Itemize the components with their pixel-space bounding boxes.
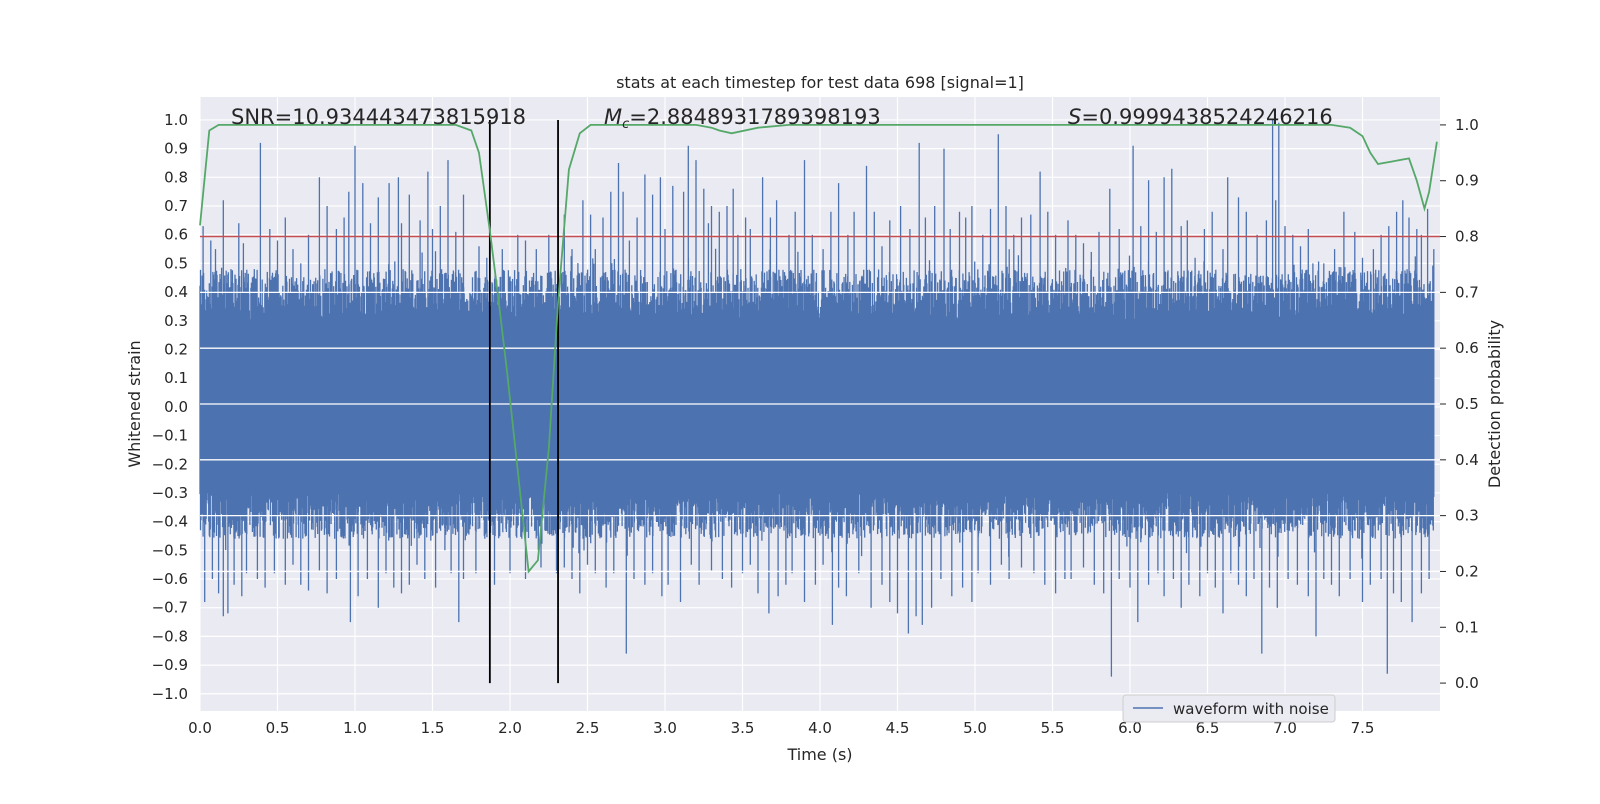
score-annotation: S=0.9999438524246216	[1068, 105, 1333, 129]
legend: waveform with noise	[1122, 694, 1336, 723]
x-tick-label: 2.5	[576, 719, 600, 737]
y-tick-label: −0.2	[152, 455, 188, 473]
snr-annotation: SNR=10.934443473815918	[231, 105, 526, 129]
y2-tick-label: 0.6	[1455, 339, 1479, 357]
x-axis-ticks: 0.0 0.5 1.0 1.5 2.0 2.5 3.0 3.5 4.0 4.5 5.0 5.5 6.0 6…	[188, 719, 1374, 737]
y-tick-label: −0.6	[152, 570, 188, 588]
legend-box	[1122, 694, 1336, 723]
x-tick-label: 4.5	[886, 719, 910, 737]
x-tick-label: 7.0	[1273, 719, 1297, 737]
x-tick-label: 3.0	[653, 719, 677, 737]
y-tick-label: −0.1	[152, 427, 188, 445]
chart-title: stats at each timestep for test data 698…	[616, 73, 1024, 92]
x-tick-label: 3.5	[731, 719, 755, 737]
y-tick-label: −0.4	[152, 513, 188, 531]
y2-tick-label: 0.9	[1455, 172, 1479, 190]
y2-tick-label: 0.8	[1455, 228, 1479, 246]
y-tick-label: −0.9	[152, 656, 188, 674]
x-tick-label: 5.0	[963, 719, 987, 737]
y2-axis-label: Detection probability	[1485, 320, 1504, 488]
y-tick-label: 0.9	[164, 140, 188, 158]
x-tick-label: 0.0	[188, 719, 212, 737]
x-axis-label: Time (s)	[786, 745, 852, 764]
y2-tick-label: 0.2	[1455, 562, 1479, 580]
y-tick-label: −0.5	[152, 541, 188, 559]
chirp-mass-symbol: M	[604, 105, 622, 129]
y2-tick-label: 1.0	[1455, 116, 1479, 134]
score-value: =0.9999438524246216	[1081, 105, 1332, 129]
y2-tick-label: 0.5	[1455, 395, 1479, 413]
y-axis-label: Whitened strain	[125, 340, 144, 467]
y2-tick-label: 0.1	[1455, 618, 1479, 636]
y-tick-label: 0.7	[164, 197, 188, 215]
x-tick-label: 2.0	[498, 719, 522, 737]
score-symbol: S	[1068, 105, 1081, 129]
probability-series	[199, 119, 1440, 684]
y-tick-label: 0.6	[164, 226, 188, 244]
y-tick-label: 1.0	[164, 111, 188, 129]
waveform-series	[199, 120, 1440, 677]
y-tick-label: −0.7	[152, 599, 188, 617]
y-tick-label: 0.2	[164, 340, 188, 358]
y-tick-label: −1.0	[152, 685, 188, 703]
waveform-line	[199, 120, 1435, 677]
y-axis-ticks: −1.0 −0.9 −0.8 −0.7 −0.6 −0.5 −0.4 −0.3 −0.2 −0.1…	[152, 111, 188, 703]
y-tick-label: 0.1	[164, 369, 188, 387]
x-tick-label: 1.0	[343, 719, 367, 737]
y2-tick-label: 0.7	[1455, 283, 1479, 301]
x-tick-label: 7.5	[1351, 719, 1375, 737]
chirp-mass-value: =2.8848931789398193	[629, 105, 880, 129]
probability-line	[199, 124, 1438, 574]
y-tick-label: −0.8	[152, 627, 188, 645]
y2-tick-label: 0.0	[1455, 674, 1479, 692]
y2-axis-ticks: 0.0 0.1 0.2 0.3 0.4 0.5 0.6 0.7 0.8 0.9 1.0	[1440, 116, 1479, 692]
y-tick-label: 0.8	[164, 168, 188, 186]
y2-tick-label: 0.4	[1455, 451, 1479, 469]
x-tick-label: 6.5	[1196, 719, 1220, 737]
x-tick-label: 1.5	[421, 719, 445, 737]
y2-tick-label: 0.3	[1455, 507, 1479, 525]
x-tick-label: 5.5	[1041, 719, 1065, 737]
y-tick-label: 0.0	[164, 398, 188, 416]
x-tick-label: 4.0	[808, 719, 832, 737]
legend-label: waveform with noise	[1173, 700, 1329, 718]
x-tick-label: 0.5	[266, 719, 290, 737]
chirp-mass-subscript: c	[622, 117, 629, 132]
y-tick-label: 0.4	[164, 283, 188, 301]
chirp-mass-annotation: Mc=2.8848931789398193	[604, 105, 881, 132]
y-tick-label: 0.5	[164, 254, 188, 272]
x-tick-label: 6.0	[1118, 719, 1142, 737]
y-tick-label: 0.3	[164, 312, 188, 330]
y-tick-label: −0.3	[152, 484, 188, 502]
